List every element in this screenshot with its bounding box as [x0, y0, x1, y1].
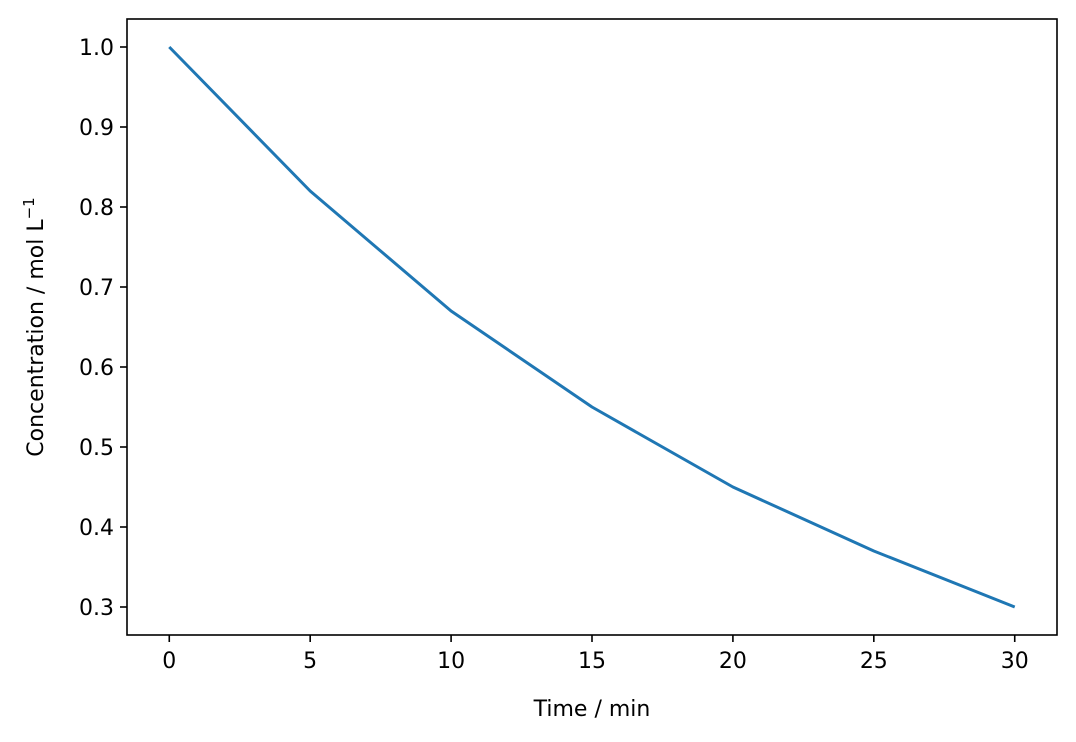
x-tick-label: 20 [719, 649, 747, 674]
y-axis-label-main: Concentration / mol L [24, 219, 49, 457]
y-tick-label: 0.4 [79, 516, 114, 541]
series-line [168, 45, 1016, 609]
x-tick-label: 10 [437, 649, 465, 674]
y-tick-label: 0.3 [79, 596, 114, 621]
x-tick-label: 0 [162, 649, 176, 674]
x-tick-label: 15 [578, 649, 606, 674]
y-tick-label: 0.8 [79, 196, 114, 221]
y-axis-ticks: 0.3 0.4 0.5 0.6 0.7 0.8 0.9 1.0 [79, 36, 127, 621]
y-axis-label-superscript: −1 [20, 197, 38, 219]
y-axis-label: Concentration / mol L−1 [20, 197, 49, 456]
y-tick-label: 0.9 [79, 116, 114, 141]
y-tick-label: 0.7 [79, 276, 114, 301]
x-tick-label: 30 [1001, 649, 1029, 674]
x-axis-label: Time / min [533, 697, 651, 722]
series-layer [168, 45, 1016, 609]
x-tick-label: 25 [860, 649, 888, 674]
y-tick-label: 0.6 [79, 356, 114, 381]
x-axis-ticks: 0 5 10 15 20 25 30 [162, 635, 1029, 674]
y-tick-label: 0.5 [79, 436, 114, 461]
x-tick-label: 5 [303, 649, 317, 674]
y-tick-label: 1.0 [79, 36, 114, 61]
